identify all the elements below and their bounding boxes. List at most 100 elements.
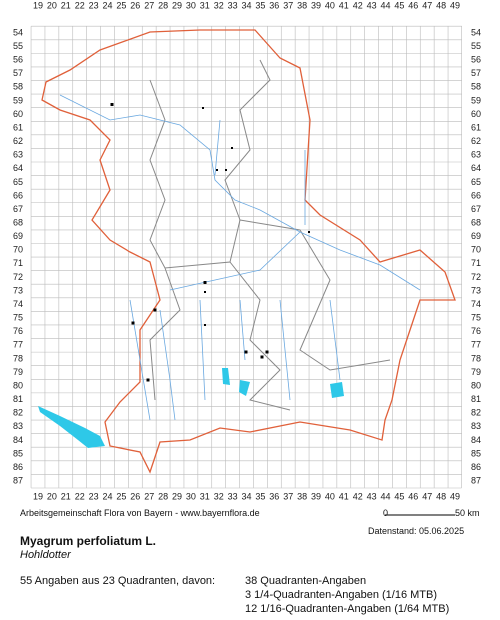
row-label: 70 — [13, 245, 23, 255]
row-label: 63 — [13, 150, 23, 160]
occurrence — [204, 324, 206, 326]
column-label: 28 — [158, 491, 168, 501]
row-label: 65 — [471, 177, 481, 187]
column-label: 25 — [116, 0, 126, 10]
summary-detail: 38 Quadranten-Angaben — [245, 575, 367, 587]
row-label: 68 — [13, 217, 23, 227]
column-label: 24 — [102, 491, 112, 501]
column-label: 39 — [311, 0, 321, 10]
row-label: 66 — [471, 190, 481, 200]
row-label: 54 — [471, 27, 481, 37]
row-label: 59 — [13, 95, 23, 105]
column-label: 42 — [353, 0, 363, 10]
column-label: 23 — [89, 0, 99, 10]
row-label: 69 — [471, 231, 481, 241]
column-label: 26 — [130, 0, 140, 10]
row-label: 87 — [13, 476, 23, 486]
grid — [30, 25, 462, 488]
row-label: 80 — [471, 380, 481, 390]
row-label: 85 — [13, 448, 23, 458]
row-label: 60 — [471, 109, 481, 119]
row-label: 56 — [471, 55, 481, 65]
row-label: 75 — [471, 313, 481, 323]
state-border — [41, 29, 456, 474]
column-label: 32 — [214, 491, 224, 501]
column-label: 37 — [283, 491, 293, 501]
column-label: 48 — [436, 491, 446, 501]
column-label: 24 — [102, 0, 112, 10]
column-label: 20 — [47, 0, 57, 10]
column-label: 30 — [186, 491, 196, 501]
occurrence — [204, 291, 206, 293]
column-label: 38 — [297, 0, 307, 10]
row-label: 73 — [13, 285, 23, 295]
row-label: 65 — [13, 177, 23, 187]
row-label: 87 — [471, 476, 481, 486]
scale-start: 0 — [383, 508, 389, 518]
row-label: 60 — [13, 109, 23, 119]
column-label: 42 — [353, 491, 363, 501]
summary-detail: 3 1/4-Quadranten-Angaben (1/16 MTB) — [245, 589, 438, 601]
occurrence — [131, 321, 135, 325]
column-label: 48 — [436, 0, 446, 10]
row-label: 71 — [13, 258, 23, 268]
column-label: 41 — [339, 0, 349, 10]
row-label: 80 — [13, 380, 23, 390]
column-label: 39 — [311, 491, 321, 501]
row-label: 76 — [471, 326, 481, 336]
occurrence — [110, 103, 114, 106]
column-label: 43 — [367, 0, 377, 10]
column-label: 33 — [228, 491, 238, 501]
row-label: 62 — [471, 136, 481, 146]
column-label: 36 — [269, 491, 279, 501]
row-label: 74 — [13, 299, 23, 309]
row-label: 81 — [13, 394, 23, 404]
district-borders — [149, 59, 391, 411]
column-label: 23 — [89, 491, 99, 501]
occurrence — [308, 231, 310, 233]
column-label: 21 — [61, 0, 71, 10]
column-label: 20 — [47, 491, 57, 501]
column-label: 36 — [269, 0, 279, 10]
occurrence — [203, 281, 207, 284]
occurrence — [202, 107, 204, 109]
row-label: 78 — [13, 353, 23, 363]
row-label: 72 — [471, 272, 481, 282]
row-label: 82 — [471, 408, 481, 418]
column-label: 40 — [325, 0, 335, 10]
row-label: 57 — [13, 68, 23, 78]
column-label: 25 — [116, 491, 126, 501]
row-label: 63 — [471, 150, 481, 160]
column-label: 46 — [408, 491, 418, 501]
row-label: 78 — [471, 353, 481, 363]
column-label: 31 — [200, 491, 210, 501]
row-label: 71 — [471, 258, 481, 268]
column-label: 44 — [380, 491, 390, 501]
row-label: 83 — [13, 421, 23, 431]
column-label: 26 — [130, 491, 140, 501]
row-label: 67 — [13, 204, 23, 214]
column-label: 38 — [297, 491, 307, 501]
row-label: 72 — [13, 272, 23, 282]
column-label: 19 — [33, 0, 43, 10]
row-label: 55 — [13, 41, 23, 51]
row-label: 58 — [471, 82, 481, 92]
column-label: 27 — [144, 0, 154, 10]
row-label: 81 — [471, 394, 481, 404]
occurrence — [146, 378, 150, 382]
row-label: 70 — [471, 245, 481, 255]
column-label: 21 — [61, 491, 71, 501]
row-label: 77 — [13, 340, 23, 350]
row-label: 66 — [13, 190, 23, 200]
occurrence — [231, 147, 233, 149]
row-label: 86 — [13, 462, 23, 472]
row-label: 62 — [13, 136, 23, 146]
column-label: 34 — [241, 491, 251, 501]
row-label: 61 — [13, 122, 23, 132]
occurrence — [244, 350, 248, 354]
occurrence — [225, 169, 227, 171]
occurrence — [216, 169, 218, 171]
lakes — [222, 368, 344, 398]
row-label: 58 — [13, 82, 23, 92]
